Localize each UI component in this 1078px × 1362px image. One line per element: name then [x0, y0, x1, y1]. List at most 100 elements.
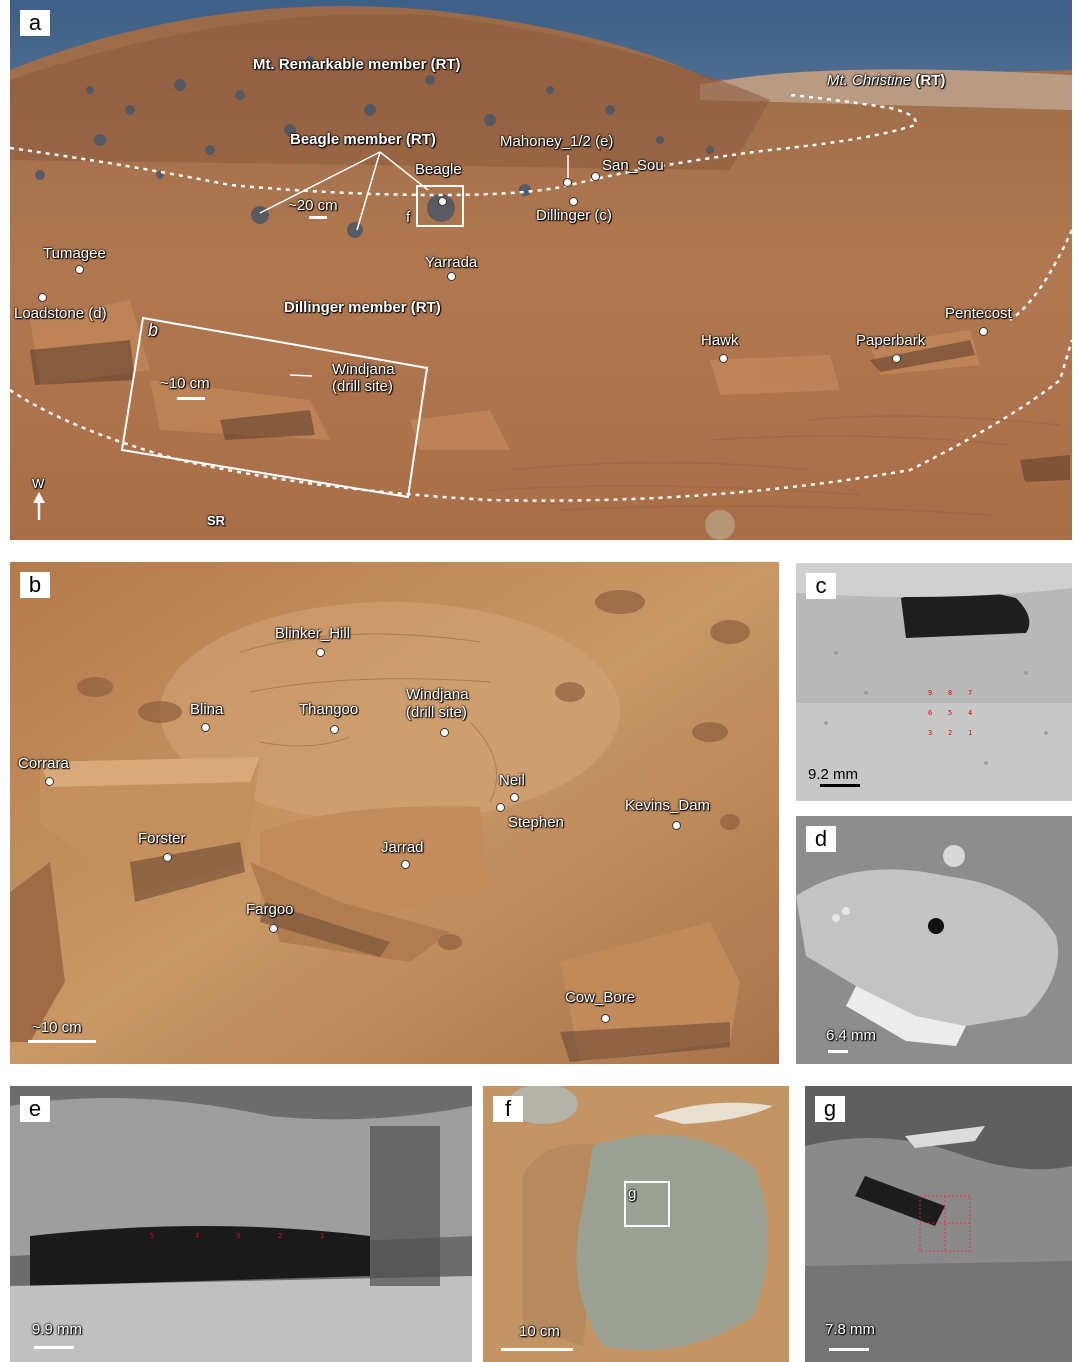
panel-f-letter: f	[493, 1096, 523, 1122]
panel-e-letter: e	[20, 1096, 50, 1122]
target-paperbark-label: Paperbark	[856, 332, 926, 349]
panel-g-scale-label: 7.8 mm	[825, 1321, 876, 1338]
panel-f-image	[483, 1086, 789, 1362]
target-windjana-b-marker	[440, 728, 449, 737]
target-neil-marker	[510, 793, 519, 802]
target-blinker-hill-label: Blinker_Hill	[275, 625, 351, 642]
target-stephen-marker	[496, 803, 505, 812]
e-point-4: 4	[195, 1232, 200, 1240]
scale-20cm-label: ~20 cm	[288, 197, 338, 214]
target-yarrada-marker	[447, 272, 456, 281]
target-fargoo-marker	[269, 924, 278, 933]
target-windjana-b-sub-label: (drill site)	[406, 704, 467, 721]
grid-point-6: 6	[928, 709, 933, 717]
target-san-sou-marker	[591, 172, 600, 181]
target-pentecost-marker	[979, 327, 988, 336]
panel-c-letter: c	[806, 573, 836, 599]
target-windjana-b-label: Windjana	[406, 686, 469, 703]
target-fargoo-label: Fargoo	[246, 901, 294, 918]
panel-b-letter: b	[20, 572, 50, 598]
target-dillinger-label: Dillinger (c)	[536, 207, 612, 224]
panel-b-outcrop-image	[10, 562, 779, 1064]
e-point-2: 2	[278, 1232, 283, 1240]
target-stephen-label: Stephen	[508, 814, 564, 831]
panel-c-image	[796, 563, 1072, 801]
target-windjana-sub-label: (drill site)	[332, 378, 393, 395]
target-mahoney-marker	[563, 178, 572, 187]
sr-label: SR	[207, 513, 226, 528]
panel-d-letter: d	[806, 826, 836, 852]
e-point-5: 5	[150, 1232, 155, 1240]
mt-christine-label: Mt. Christine (RT)	[827, 73, 945, 89]
mt-christine-name: Mt. Christine	[827, 72, 912, 89]
target-hawk-label: Hawk	[701, 332, 739, 349]
target-paperbark-marker	[892, 354, 901, 363]
target-blinker-hill-marker	[316, 648, 325, 657]
panel-d: d 6.4 mm	[796, 816, 1072, 1064]
target-thangoo-marker	[330, 725, 339, 734]
north-arrow-label: W	[32, 476, 45, 491]
grid-point-5: 5	[948, 709, 953, 717]
dillinger-member-label: Dillinger member (RT)	[284, 299, 441, 316]
panel-b-scale-label: ~10 cm	[32, 1019, 82, 1036]
target-forster-marker	[163, 853, 172, 862]
target-tumagee-label: Tumagee	[43, 245, 106, 262]
target-corrara-label: Corrara	[18, 755, 69, 772]
target-windjana-label: Windjana	[332, 361, 395, 378]
panel-e-image	[10, 1086, 472, 1362]
target-cow-bore-label: Cow_Bore	[565, 989, 636, 1006]
panel-g-letter: g	[815, 1096, 845, 1122]
e-point-3: 3	[236, 1232, 241, 1240]
grid-point-3: 3	[928, 729, 933, 737]
target-kevins-dam-label: Kevins_Dam	[625, 797, 711, 814]
scale-20cm-bar	[309, 216, 327, 219]
panel-c: c 9 8 7 6 5 4 3 2 1 9.2 mm	[796, 563, 1072, 801]
inset-b-label: b	[148, 320, 159, 340]
target-cow-bore-marker	[601, 1014, 610, 1023]
mt-christine-suffix: (RT)	[911, 72, 946, 89]
e-point-1: 1	[320, 1232, 325, 1240]
target-yarrada-label: Yarrada	[425, 254, 478, 271]
target-mahoney-label: Mahoney_1/2 (e)	[500, 133, 614, 150]
grid-point-1: 1	[968, 729, 973, 737]
target-jarrad-label: Jarrad	[381, 839, 424, 856]
grid-point-8: 8	[948, 689, 953, 697]
target-san-sou-label: San_Sou	[602, 157, 664, 174]
beagle-member-label: Beagle member (RT)	[290, 131, 436, 148]
scale-10cm-label: ~10 cm	[160, 375, 210, 392]
panel-d-scale-label: 6.4 mm	[826, 1027, 877, 1044]
target-loadstone-marker	[38, 293, 47, 302]
target-tumagee-marker	[75, 265, 84, 274]
panel-a-landscape-image	[10, 0, 1072, 540]
target-dillinger-marker	[569, 197, 578, 206]
panel-e: e 5 4 3 2 1 9.9 mm	[10, 1086, 472, 1362]
mt-remarkable-member-label: Mt. Remarkable member (RT)	[253, 56, 461, 73]
panel-b: b Blinker_Hill Blina Thangoo Windjana (d…	[10, 562, 779, 1064]
inset-f-label: f	[406, 209, 411, 226]
target-beagle-label: Beagle	[415, 161, 462, 178]
panel-a: a Mt. Remarkable member (RT) Mt. Christi…	[10, 0, 1072, 540]
panel-g: g 7.8 mm	[805, 1086, 1072, 1362]
target-beagle-marker	[438, 197, 447, 206]
target-neil-label: Neil	[499, 772, 525, 789]
panel-a-letter: a	[20, 10, 50, 36]
panel-c-scale-label: 9.2 mm	[808, 766, 859, 783]
target-pentecost-label: Pentecost	[945, 305, 1012, 322]
panel-e-scale-label: 9.9 mm	[32, 1321, 83, 1338]
grid-point-7: 7	[968, 689, 973, 697]
inset-g-label: g	[628, 1185, 637, 1202]
target-blina-marker	[201, 723, 210, 732]
grid-point-4: 4	[968, 709, 973, 717]
target-corrara-marker	[45, 777, 54, 786]
panel-g-image	[805, 1086, 1072, 1362]
panel-f-scale-label: 10 cm	[519, 1323, 560, 1340]
grid-point-2: 2	[948, 729, 953, 737]
scale-10cm-bar	[177, 397, 205, 400]
grid-point-9: 9	[928, 689, 933, 697]
target-kevins-dam-marker	[672, 821, 681, 830]
target-forster-label: Forster	[138, 830, 186, 847]
target-hawk-marker	[719, 354, 728, 363]
target-jarrad-marker	[401, 860, 410, 869]
target-blina-label: Blina	[190, 701, 224, 718]
target-loadstone-label: Loadstone (d)	[14, 305, 107, 322]
